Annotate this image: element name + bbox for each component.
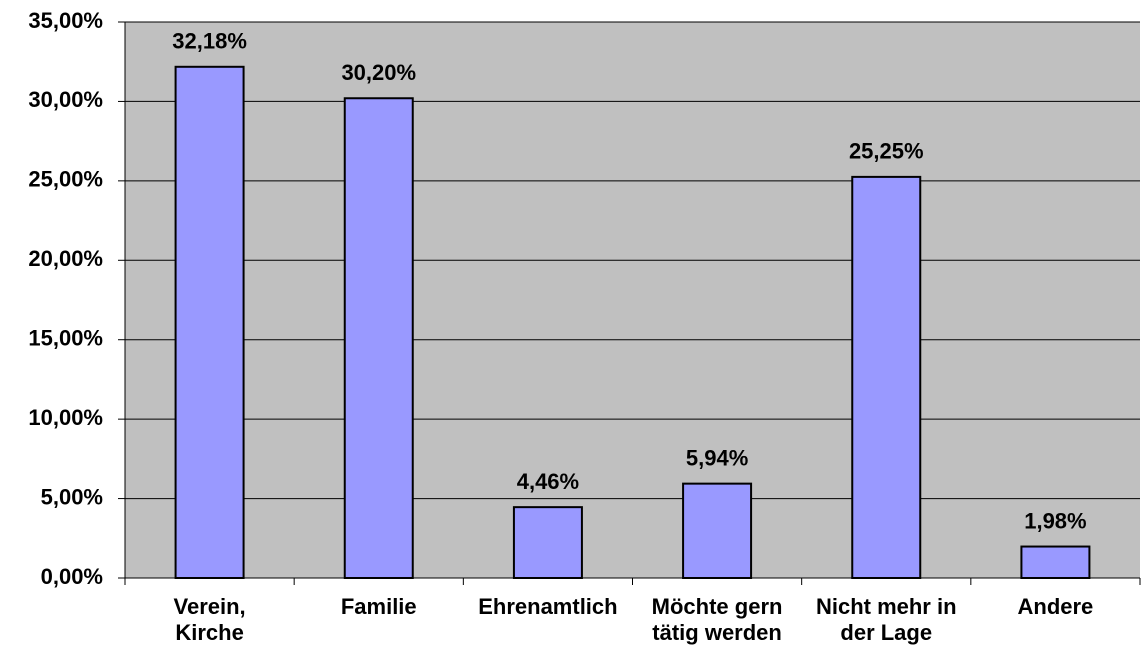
y-tick-label: 20,00% xyxy=(28,246,103,271)
value-label: 32,18% xyxy=(172,29,247,54)
y-tick-label: 25,00% xyxy=(28,167,103,192)
y-tick-label: 10,00% xyxy=(28,405,103,430)
bar xyxy=(343,97,414,579)
x-tick-label: Familie xyxy=(340,594,417,619)
value-label: 5,94% xyxy=(686,445,748,470)
value-label: 1,98% xyxy=(1024,508,1086,533)
value-label: 30,20% xyxy=(341,60,416,85)
y-tick-label: 5,00% xyxy=(41,484,103,509)
y-tick-label: 0,00% xyxy=(41,564,103,589)
bar xyxy=(174,65,245,579)
y-tick-label: 35,00% xyxy=(28,8,103,33)
value-label: 25,25% xyxy=(849,139,924,164)
bar xyxy=(512,506,583,580)
plot-area xyxy=(125,22,1140,578)
bar xyxy=(851,175,922,579)
bar xyxy=(682,482,753,579)
value-label: 4,46% xyxy=(517,469,579,494)
y-tick-label: 30,00% xyxy=(28,87,103,112)
x-tick-label: Verein, Kirche xyxy=(173,594,246,645)
x-tick-label: Möchte gern tätig werden xyxy=(651,594,783,645)
x-tick-label: Ehrenamtlich xyxy=(478,594,618,619)
x-tick-label: Andere xyxy=(1017,594,1094,619)
bar xyxy=(1020,545,1091,579)
x-tick-label: Nicht mehr in der Lage xyxy=(815,594,957,645)
y-tick-label: 15,00% xyxy=(28,326,103,351)
